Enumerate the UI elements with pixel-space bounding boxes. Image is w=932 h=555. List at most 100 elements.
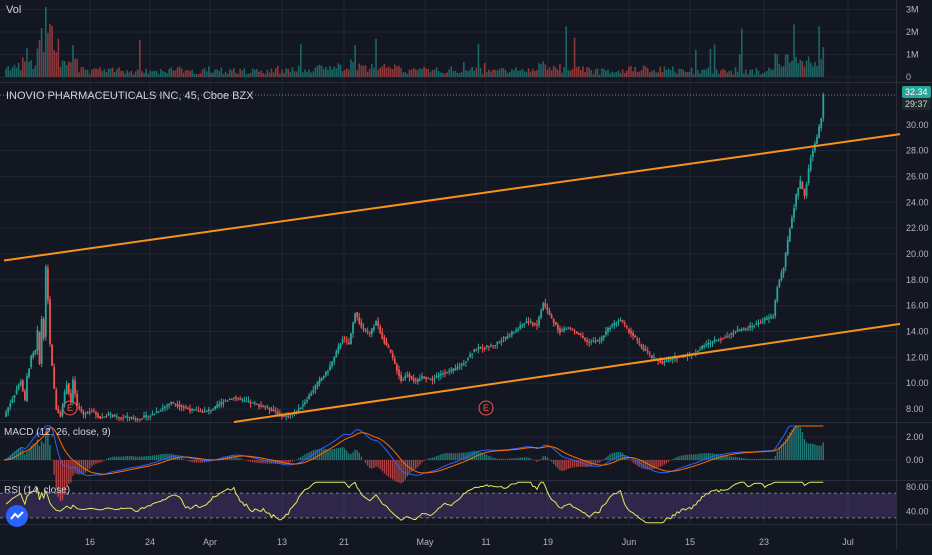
volume-bar bbox=[87, 70, 89, 77]
candle-body bbox=[651, 355, 653, 358]
candle-body bbox=[645, 349, 647, 351]
macd-histogram-bar bbox=[605, 457, 606, 460]
macd-histogram-bar bbox=[156, 455, 157, 460]
macd-histogram-bar bbox=[357, 450, 358, 460]
volume-tick-label: 1M bbox=[906, 50, 919, 60]
candle-body bbox=[20, 382, 22, 386]
volume-bar bbox=[156, 71, 158, 77]
candle-body bbox=[66, 385, 68, 394]
candle-body bbox=[795, 194, 797, 206]
macd-histogram-bar bbox=[524, 457, 525, 460]
macd-histogram-bar bbox=[768, 459, 769, 460]
macd-histogram-bar bbox=[390, 460, 391, 478]
macd-histogram-bar bbox=[683, 455, 684, 460]
macd-histogram-bar bbox=[708, 453, 709, 460]
volume-bar bbox=[233, 68, 235, 77]
volume-bar bbox=[344, 70, 346, 77]
candle-body bbox=[440, 374, 442, 376]
candle-body bbox=[647, 351, 649, 352]
macd-histogram-bar bbox=[595, 460, 596, 464]
candle-body bbox=[277, 412, 279, 415]
rsi-pane-label[interactable]: RSI (14, close) bbox=[4, 485, 70, 496]
volume-bar bbox=[198, 74, 200, 77]
candle-body bbox=[519, 325, 521, 328]
macd-histogram-bar bbox=[572, 460, 573, 468]
macd-histogram-bar bbox=[494, 458, 495, 460]
volume-bar bbox=[455, 71, 457, 77]
volume-bar bbox=[258, 72, 260, 77]
candle-body bbox=[41, 319, 43, 364]
candle-body bbox=[488, 347, 490, 348]
candle-body bbox=[300, 408, 302, 410]
volume-bar bbox=[639, 72, 641, 77]
volume-bar bbox=[191, 70, 193, 77]
price-tick-label: 24.00 bbox=[906, 197, 929, 207]
candle-body bbox=[615, 323, 617, 324]
volume-bar bbox=[668, 68, 670, 77]
candle-body bbox=[402, 379, 404, 380]
macd-histogram-bar bbox=[697, 454, 698, 460]
candle-body bbox=[561, 330, 563, 331]
candle-body bbox=[515, 330, 517, 332]
candle-body bbox=[386, 342, 388, 346]
candle-body bbox=[262, 406, 264, 407]
macd-histogram-bar bbox=[114, 457, 115, 460]
candle-body bbox=[544, 303, 546, 307]
candle-body bbox=[93, 410, 95, 411]
volume-bar bbox=[239, 69, 241, 77]
macd-histogram-bar bbox=[369, 460, 370, 468]
tradingview-logo-icon[interactable] bbox=[6, 505, 28, 527]
volume-bar bbox=[350, 60, 352, 77]
candle-body bbox=[707, 343, 709, 345]
candle-body bbox=[409, 374, 411, 377]
macd-histogram-bar bbox=[543, 456, 544, 460]
macd-histogram-bar bbox=[814, 444, 815, 460]
macd-pane-label[interactable]: MACD (12, 26, close, 9) bbox=[4, 427, 111, 438]
candle-body bbox=[534, 324, 536, 325]
candle-body bbox=[398, 370, 400, 376]
volume-bar bbox=[308, 70, 310, 77]
candle-body bbox=[202, 411, 204, 413]
candle-body bbox=[459, 366, 461, 367]
macd-histogram-bar bbox=[392, 460, 393, 479]
volume-bar bbox=[770, 70, 772, 77]
macd-histogram-bar bbox=[24, 454, 25, 460]
candle-body bbox=[241, 399, 243, 400]
volume-bar bbox=[722, 69, 724, 77]
volume-bar bbox=[7, 66, 9, 77]
macd-histogram-bar bbox=[365, 460, 366, 463]
volume-bar bbox=[256, 69, 258, 77]
macd-histogram-bar bbox=[434, 457, 435, 460]
macd-histogram-bar bbox=[53, 460, 54, 475]
macd-histogram-bar bbox=[793, 428, 794, 460]
candle-body bbox=[421, 376, 423, 378]
candle-body bbox=[450, 369, 452, 371]
macd-histogram-bar bbox=[135, 457, 136, 460]
macd-histogram-bar bbox=[632, 460, 633, 463]
candle-body bbox=[252, 402, 254, 403]
candle-body bbox=[225, 401, 227, 402]
candle-body bbox=[124, 417, 126, 418]
candle-body bbox=[415, 380, 417, 381]
volume-bar bbox=[62, 60, 64, 77]
candle-body bbox=[106, 416, 108, 417]
volume-bar bbox=[346, 68, 348, 77]
volume-bar bbox=[720, 70, 722, 77]
macd-histogram-bar bbox=[95, 460, 96, 464]
symbol-label[interactable]: INOVIO PHARMACEUTICALS INC, 45, Cboe BZX bbox=[6, 90, 254, 102]
candle-body bbox=[801, 182, 803, 189]
volume-bar bbox=[787, 55, 789, 77]
volume-bar bbox=[367, 72, 369, 77]
candle-body bbox=[475, 350, 477, 351]
macd-histogram-bar bbox=[455, 453, 456, 460]
volume-bar bbox=[244, 68, 246, 77]
candle-body bbox=[599, 341, 601, 342]
volume-bar bbox=[352, 62, 354, 77]
x-tick-label: 11 bbox=[481, 537, 490, 547]
volume-bar bbox=[624, 73, 626, 77]
volume-bar bbox=[183, 73, 185, 77]
volume-bar bbox=[768, 68, 770, 77]
candle-body bbox=[716, 340, 718, 341]
